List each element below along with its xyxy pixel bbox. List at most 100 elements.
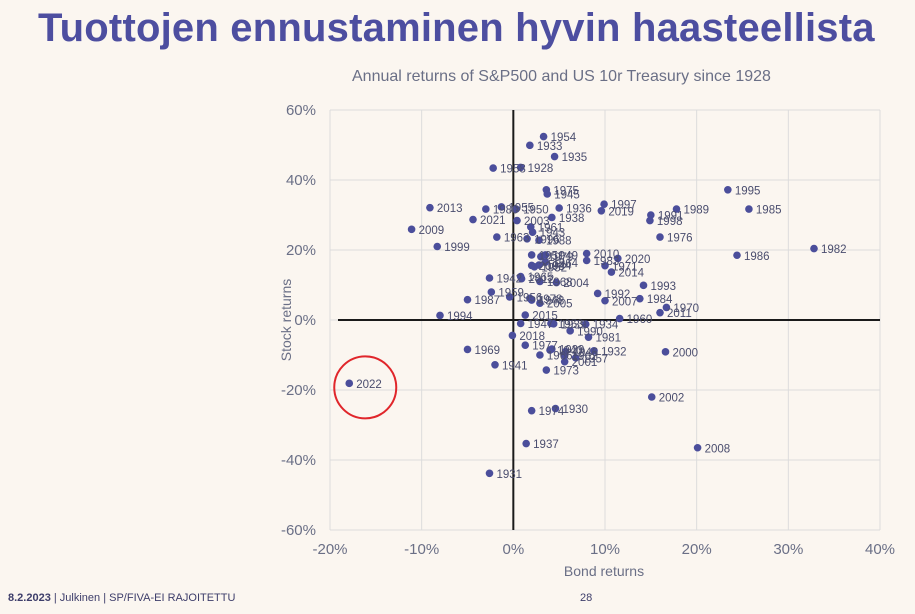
y-tick-label: 20% [286,242,316,259]
data-label-1936: 1936 [566,204,592,216]
data-label-1970: 1970 [673,303,699,315]
x-tick-label: 0% [502,541,524,558]
data-label-1977: 1977 [532,341,558,353]
data-label-1990: 1990 [577,326,603,338]
data-point-1988 [535,236,543,244]
data-point-1996 [523,235,531,243]
data-point-1977 [521,341,530,350]
data-label-2002: 2002 [659,393,685,405]
data-point-1943 [528,228,537,236]
data-label-1976: 1976 [667,233,693,245]
highlight-circle [333,355,398,420]
data-point-2019 [597,207,606,215]
data-point-1935 [550,152,559,161]
data-point-1964 [541,258,550,267]
data-point-1933 [526,141,534,150]
data-label-1992: 1992 [605,289,631,301]
data-point-1941 [491,361,499,369]
data-point-1994 [436,311,444,320]
y-tick-label: 0% [294,312,316,329]
data-label-1998: 1998 [657,216,683,228]
footer: 8.2.2023 | Julkinen | SP/FIVA-EI RAJOITE… [8,592,235,604]
data-point-1973 [542,366,551,374]
data-label-1951: 1951 [539,250,565,262]
y-tick-labels: -60% -40% -20% 0% 20% 40% 60% [281,102,316,539]
data-point-1950 [512,205,520,213]
data-label-1946: 1946 [573,347,599,359]
footer-text: | Julkinen | SP/FIVA-EI RAJOITETTU [50,592,236,604]
data-label-1991: 1991 [658,211,684,223]
data-label-1968: 1968 [547,277,573,289]
data-point-2002 [647,393,656,401]
data-label-1995: 1995 [735,185,761,197]
data-label-1974: 1974 [539,406,565,418]
data-label-1932: 1932 [601,346,627,358]
data-label-1938: 1938 [559,213,585,225]
footer-date: 8.2.2023 [8,592,51,604]
data-label-2005: 2005 [547,299,573,311]
data-label-2013: 2013 [437,203,463,215]
data-label-1996: 1996 [534,234,560,246]
data-label-1963: 1963 [504,233,530,245]
zero-axes [338,110,880,530]
data-point-1976 [656,233,664,241]
data-point-1980 [482,205,490,213]
y-tick-label: -20% [281,382,316,399]
data-point-1981 [584,333,593,341]
data-label-1989: 1989 [684,205,710,217]
x-tick-label: 30% [773,541,803,558]
data-point-1960 [615,314,624,323]
data-label-1979: 1979 [548,252,574,264]
x-tick-labels: -20% -10% 0% 10% 20% 30% 40% [312,541,895,558]
data-point-2014 [607,268,616,276]
data-label-2019: 2019 [608,206,634,218]
page-number: 28 [580,592,593,604]
data-point-1971 [601,261,609,270]
data-point-1956 [505,293,514,301]
data-label-1950: 1950 [523,205,549,217]
data-label-1993: 1993 [651,281,677,293]
data-point-1992 [593,289,602,298]
data-label-2008: 2008 [705,443,731,455]
data-point-1990 [566,327,574,335]
data-point-1930 [551,404,560,413]
data-label-1955: 1955 [508,202,534,214]
data-label-1971: 1971 [612,261,638,273]
data-point-2010 [582,249,591,258]
data-label-1928: 1928 [528,163,554,175]
data-point-1954 [539,132,548,141]
data-label-1948: 1948 [539,296,565,308]
data-label-1952: 1952 [541,262,567,274]
data-label-1961: 1961 [538,222,564,234]
data-point-1983 [582,256,591,265]
data-label-1930: 1930 [563,404,589,416]
data-label-1942: 1942 [497,274,523,286]
slide-title: Tuottojen ennustaminen hyvin haasteellis… [38,6,875,50]
data-label-1986: 1986 [744,251,770,263]
data-label-1988: 1988 [546,236,572,248]
data-point-1979 [537,252,545,261]
x-tick-label: -10% [404,541,439,558]
x-tick-label: 20% [682,541,712,558]
data-point-1932 [590,347,598,355]
data-point-1962 [560,351,569,360]
data-label-2007: 2007 [612,296,638,308]
y-axis-label: Stock returns [278,279,294,361]
data-label-2012: 2012 [529,274,555,286]
data-point-1965 [516,272,525,281]
data-label-1939: 1939 [561,319,587,331]
data-label-1975: 1975 [553,185,579,197]
data-point-2020 [614,254,622,263]
data-point-2007 [601,296,609,305]
data-label-1949: 1949 [552,250,578,262]
data-label-1987: 1987 [475,295,501,307]
data-point-1997 [600,200,608,208]
data-label-1933: 1933 [537,141,563,153]
data-point-2018 [508,331,517,340]
data-label-2010: 2010 [594,249,620,261]
data-point-1984 [636,294,644,303]
data-label-1953: 1953 [558,319,584,331]
data-point-1942 [485,274,494,282]
data-point-1957 [571,354,580,362]
